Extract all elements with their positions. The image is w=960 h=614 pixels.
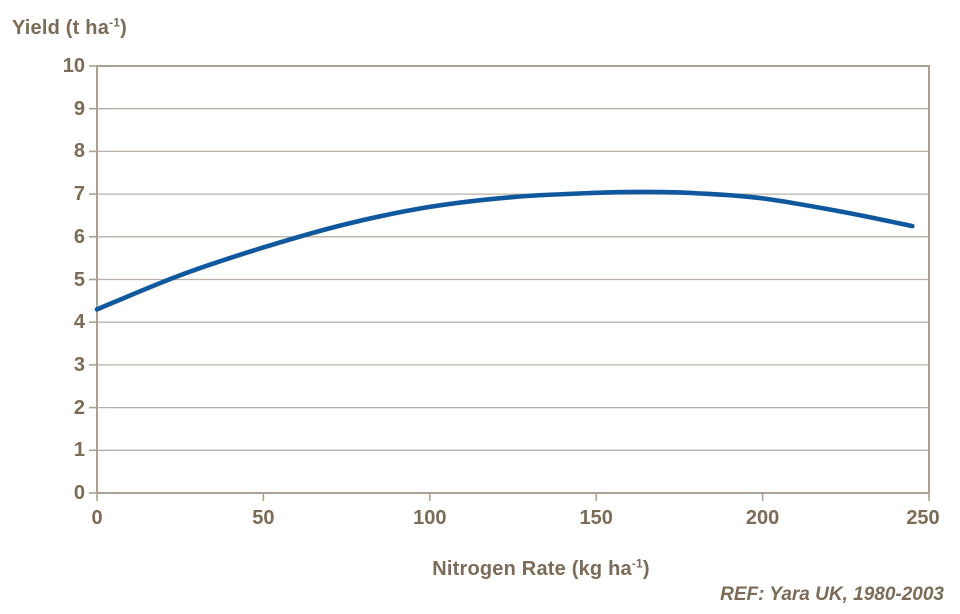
x-tick-label: 100 [413, 507, 447, 529]
y-tick-label: 3 [73, 353, 85, 376]
x-axis-title-superscript: -1 [631, 556, 643, 571]
y-tick-label: 10 [62, 55, 85, 77]
yield-curve [94, 189, 915, 312]
x-axis-title-suffix: ) [642, 558, 650, 580]
y-tick-label: 7 [73, 183, 85, 206]
x-tick-label: 150 [579, 507, 613, 529]
y-tick-label: 1 [73, 439, 85, 462]
x-tick-label: 250 [906, 507, 940, 529]
x-tick-label: 50 [252, 507, 275, 529]
y-tick-label: 9 [73, 97, 85, 120]
x-axis-title: Nitrogen Rate (kg ha-1) [432, 556, 650, 581]
y-tick-label: 6 [73, 225, 85, 248]
x-axis-title-text: Nitrogen Rate (kg ha [432, 558, 632, 580]
y-tick-label: 2 [73, 396, 85, 419]
y-axis-title-superscript: -1 [109, 15, 121, 30]
y-tick-label: 0 [73, 482, 85, 504]
x-tick-label: 0 [91, 507, 103, 529]
y-tick-label: 5 [73, 268, 85, 291]
y-tick-label: 4 [73, 311, 85, 334]
reference-note: REF: Yara UK, 1980-2003 [720, 584, 944, 605]
y-axis-title-text: Yield (t ha [12, 17, 110, 39]
y-axis-title: Yield (t ha-1) [12, 15, 127, 40]
x-tick-label: 200 [745, 507, 780, 529]
y-tick-label: 8 [73, 140, 85, 163]
y-axis-title-suffix: ) [120, 17, 127, 39]
